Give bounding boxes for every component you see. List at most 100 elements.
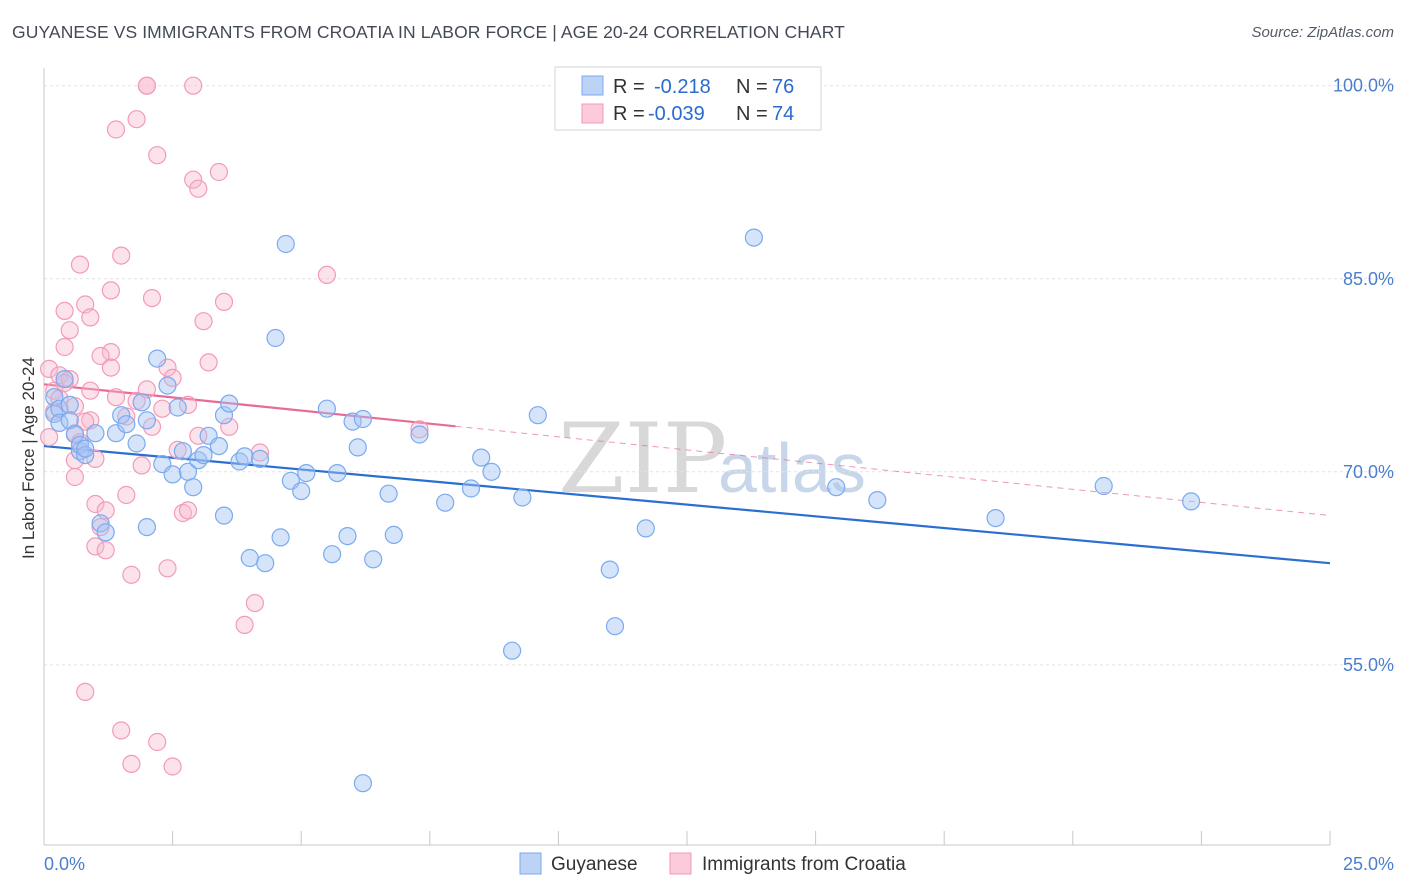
guyanese-point bbox=[410, 425, 429, 444]
guyanese-point bbox=[379, 484, 398, 503]
guyanese-point bbox=[266, 328, 285, 348]
croatia-point bbox=[184, 76, 203, 95]
croatia-point bbox=[137, 76, 156, 95]
legend-n-value: 74 bbox=[772, 103, 794, 125]
guyanese-point bbox=[384, 525, 403, 545]
guyanese-point bbox=[605, 617, 625, 636]
chart-source: Source: ZipAtlas.com bbox=[1251, 24, 1394, 41]
croatia-point bbox=[76, 682, 95, 702]
guyanese-point bbox=[297, 464, 316, 483]
y-tick-labels: 55.0% 70.0% 85.0% 100.0% bbox=[1333, 76, 1394, 675]
croatia-point bbox=[60, 321, 79, 340]
y-tick-label: 100.0% bbox=[1333, 76, 1394, 96]
watermark-atlas: atlas bbox=[718, 429, 866, 507]
croatia-point bbox=[55, 373, 74, 393]
guyanese-point bbox=[117, 415, 136, 434]
guyanese-point bbox=[127, 434, 146, 453]
guyanese-point bbox=[271, 528, 290, 547]
croatia-point bbox=[76, 412, 95, 431]
legend-r-value: -0.039 bbox=[648, 103, 705, 125]
legend-n-value: 76 bbox=[772, 76, 794, 98]
gridlines bbox=[44, 85, 1395, 666]
guyanese-point bbox=[45, 388, 64, 407]
guyanese-point bbox=[137, 411, 156, 430]
guyanese-point bbox=[76, 439, 95, 458]
croatia-point bbox=[209, 162, 228, 182]
croatia-point bbox=[91, 346, 110, 366]
croatia-point bbox=[112, 246, 131, 265]
data-points bbox=[39, 76, 1201, 793]
croatia-point bbox=[317, 265, 336, 284]
croatia-point bbox=[81, 308, 100, 327]
bottom-legend-swatch-croatia bbox=[669, 852, 692, 875]
guyanese-point bbox=[502, 641, 522, 660]
croatia-point bbox=[81, 381, 100, 400]
croatia-point bbox=[142, 289, 162, 308]
croatia-point bbox=[194, 312, 213, 331]
guyanese-point bbox=[600, 560, 619, 579]
croatia-point bbox=[163, 757, 182, 776]
croatia-point bbox=[117, 485, 136, 505]
croatia-trend-line-solid bbox=[43, 383, 456, 428]
guyanese-point bbox=[168, 398, 187, 417]
guyanese-point bbox=[338, 526, 357, 546]
croatia-point bbox=[122, 565, 141, 584]
croatia-point bbox=[55, 337, 74, 357]
croatia-point bbox=[91, 517, 110, 537]
guyanese-point bbox=[528, 406, 547, 425]
top-legend: R = -0.218 N = 76 R = -0.039 N = 74 bbox=[554, 66, 822, 131]
guyanese-point bbox=[230, 452, 249, 471]
bottom-legend: Guyanese Immigrants from Croatia bbox=[519, 852, 906, 875]
guyanese-point bbox=[96, 523, 115, 542]
croatia-point bbox=[101, 281, 121, 300]
watermark: ZIP atlas bbox=[558, 403, 866, 515]
y-axis-label: In Labor Force | Age 20-24 bbox=[19, 357, 38, 559]
croatia-point bbox=[148, 732, 167, 752]
guyanese-point bbox=[250, 449, 270, 468]
guyanese-point bbox=[343, 412, 362, 431]
croatia-point bbox=[96, 541, 115, 560]
guyanese-point bbox=[323, 545, 342, 564]
guyanese-point bbox=[214, 406, 234, 425]
bottom-legend-label-croatia: Immigrants from Croatia bbox=[702, 854, 906, 875]
guyanese-point bbox=[353, 409, 372, 429]
legend-n-label: N = bbox=[736, 76, 768, 98]
guyanese-point bbox=[636, 519, 655, 538]
croatia-point bbox=[39, 428, 59, 447]
trend-lines bbox=[43, 383, 1331, 565]
guyanese-point bbox=[827, 478, 846, 497]
croatia-point bbox=[184, 170, 203, 189]
axes bbox=[43, 68, 1331, 846]
x-tick-labels: 0.0% 25.0% bbox=[44, 854, 1394, 874]
croatia-point bbox=[122, 754, 141, 774]
guyanese-point bbox=[50, 413, 69, 432]
guyanese-point bbox=[209, 437, 228, 456]
guyanese-point bbox=[60, 411, 79, 430]
watermark-zip: ZIP bbox=[558, 403, 727, 515]
guyanese-point bbox=[137, 517, 156, 537]
guyanese-point bbox=[189, 451, 208, 470]
croatia-point bbox=[245, 593, 264, 613]
legend-r-label: R = bbox=[613, 103, 645, 125]
croatia-point bbox=[189, 426, 208, 445]
croatia-point bbox=[106, 120, 126, 139]
legend-swatch-guyanese bbox=[581, 75, 604, 96]
guyanese-point bbox=[132, 393, 151, 412]
croatia-point bbox=[55, 301, 74, 320]
chart-title: GUYANESE VS IMMIGRANTS FROM CROATIA IN L… bbox=[12, 22, 845, 42]
croatia-point bbox=[127, 110, 146, 129]
guyanese-point bbox=[112, 406, 131, 425]
guyanese-point bbox=[173, 442, 192, 461]
croatia-point bbox=[86, 537, 105, 556]
legend-n-label: N = bbox=[736, 103, 768, 125]
croatia-trend-line-dashed bbox=[455, 425, 1331, 517]
croatia-point bbox=[132, 456, 151, 475]
guyanese-point bbox=[158, 376, 177, 395]
croatia-point bbox=[158, 559, 177, 578]
guyanese-point bbox=[986, 508, 1005, 528]
y-tick-label: 70.0% bbox=[1343, 462, 1394, 482]
croatia-point bbox=[214, 292, 234, 311]
croatia-point bbox=[106, 388, 126, 407]
guyanese-point bbox=[50, 399, 69, 418]
croatia-point bbox=[148, 146, 167, 165]
